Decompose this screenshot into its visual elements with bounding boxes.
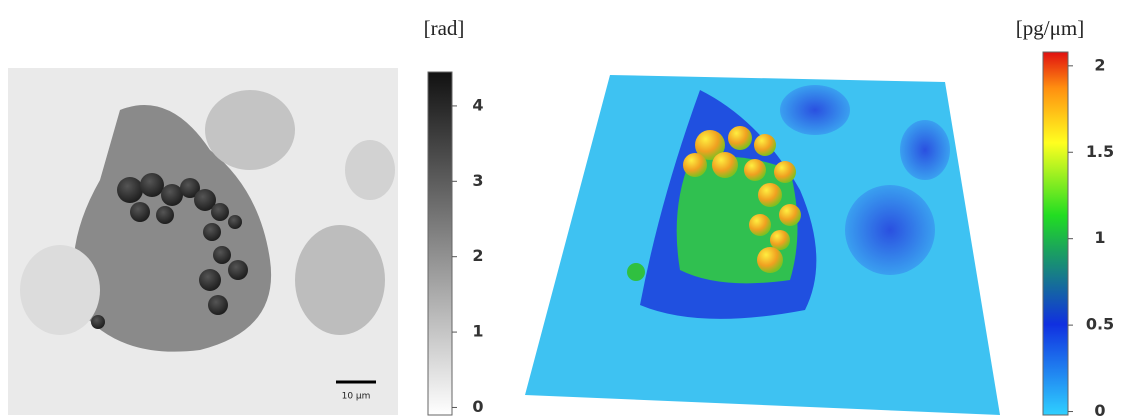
scale-bar-label: 10 μm: [342, 392, 371, 402]
figure: 10 μm [rad] [pg/μm] 0 1 2 3 4 0 0.5 1 1.5 2: [0, 0, 1128, 420]
colorbar-tick-label: 4: [472, 95, 483, 114]
colorbar-tick-label: 1: [1094, 228, 1105, 247]
colorbar-tick-label: 1: [472, 322, 483, 341]
mass-colorbar: [1043, 52, 1068, 415]
colorbar-tick-label: 2: [472, 246, 483, 265]
colorbar-tick-label: 1.5: [1086, 142, 1114, 161]
phase-image: 10 μm: [8, 68, 398, 415]
mass-unit: [pg/μm]: [1016, 16, 1084, 40]
colorbar-tick-label: 3: [472, 171, 483, 190]
colorbar-tick-label: 0: [472, 397, 483, 416]
colorbar-tick-label: 0.5: [1086, 315, 1114, 334]
colorbar-tick-label: 2: [1094, 55, 1105, 74]
phase-unit: [rad]: [424, 16, 465, 40]
phase-colorbar: [428, 72, 452, 415]
mass-surface: [525, 75, 1000, 415]
colorbar-tick-label: 0: [1094, 401, 1105, 420]
